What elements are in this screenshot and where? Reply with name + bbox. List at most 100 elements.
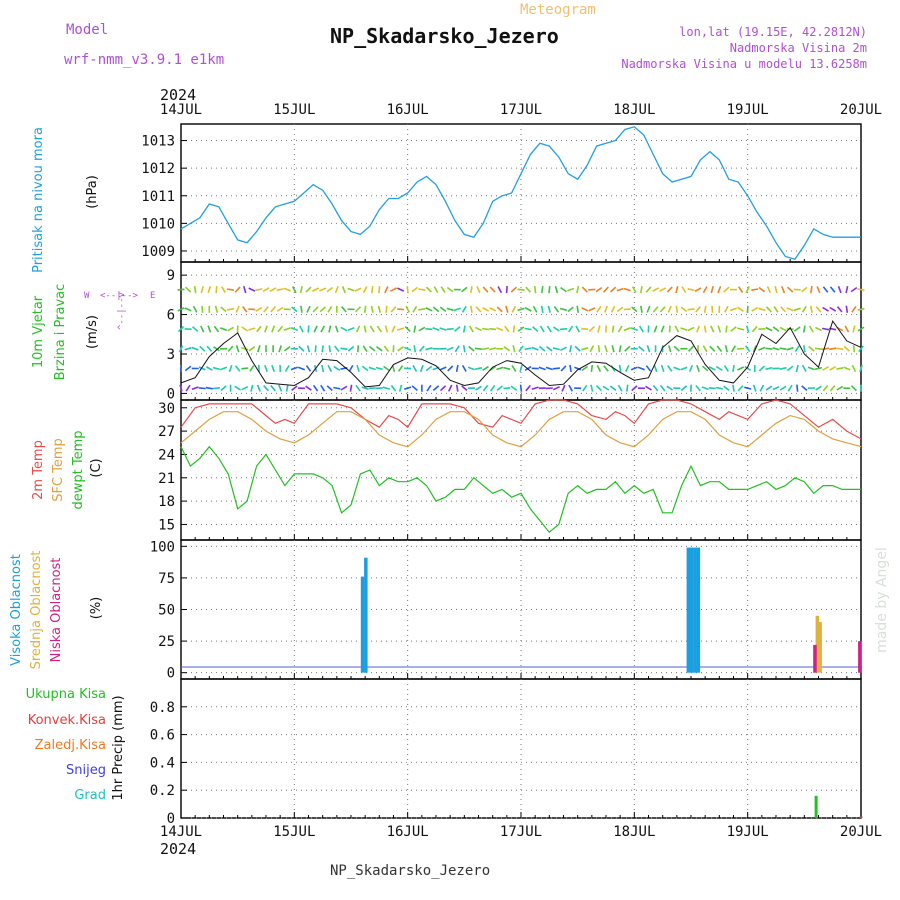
wind-arrow bbox=[766, 286, 772, 294]
wind-arrow bbox=[191, 326, 199, 332]
wind-arrow bbox=[300, 305, 303, 313]
compass-vertical: ^--|--v bbox=[117, 292, 127, 330]
y-tick-label: 50 bbox=[158, 603, 175, 619]
wind-arrow bbox=[567, 287, 575, 292]
wind-arrow bbox=[355, 306, 362, 313]
cloud-label-mid: Srednja Oblacnost bbox=[29, 551, 44, 670]
precip-unit: 1hr Precip (mm) bbox=[111, 695, 126, 800]
wind-arrow bbox=[851, 364, 857, 372]
wind-arrow bbox=[588, 307, 596, 312]
wind-arrow bbox=[560, 365, 567, 372]
wind-arrow bbox=[765, 306, 772, 313]
wind-arrow bbox=[626, 384, 629, 392]
wind-arrow bbox=[504, 325, 510, 333]
wind-arrow bbox=[808, 325, 814, 333]
wind-arrow bbox=[801, 385, 808, 392]
compass-east: E bbox=[150, 291, 155, 301]
wind-arrow bbox=[687, 288, 695, 292]
wind-arrow bbox=[212, 366, 220, 371]
wind-arrow bbox=[779, 326, 787, 332]
wind-arrow bbox=[772, 346, 780, 351]
wind-arrow bbox=[177, 288, 185, 291]
wind-arrow bbox=[779, 385, 787, 391]
wind-arrow bbox=[590, 364, 594, 373]
wind-arrow bbox=[843, 366, 851, 371]
temp-2m-line bbox=[180, 399, 862, 440]
wind-arrow bbox=[462, 325, 466, 333]
wind-arrow bbox=[850, 385, 857, 392]
wind-arrow bbox=[198, 387, 206, 390]
wind-arrow bbox=[432, 385, 440, 392]
wind-arrow bbox=[347, 345, 355, 352]
wind-arrow bbox=[503, 366, 511, 371]
wind-arrow bbox=[334, 325, 339, 333]
wind-arrow bbox=[198, 366, 206, 371]
wind-arrow bbox=[347, 287, 355, 292]
wind-arrow bbox=[821, 347, 830, 351]
wind-arrow bbox=[576, 286, 580, 294]
wind-arrow bbox=[814, 366, 823, 370]
wind-arrow bbox=[552, 347, 560, 351]
wind-arrow bbox=[248, 346, 256, 352]
wind-arrow bbox=[248, 287, 256, 292]
cloud-bar bbox=[858, 641, 862, 673]
wind-arrow bbox=[539, 325, 545, 333]
y-tick-label: 100 bbox=[150, 539, 175, 555]
wind-arrow bbox=[328, 325, 332, 333]
wind-arrow bbox=[411, 286, 418, 293]
wind-arrow bbox=[659, 384, 666, 392]
wind-arrow bbox=[199, 345, 206, 352]
wind-arrow bbox=[256, 325, 262, 333]
wind-arrow bbox=[505, 305, 509, 313]
wind-arrow bbox=[363, 325, 367, 333]
wind-arrow bbox=[426, 384, 432, 392]
wind-arrow bbox=[454, 326, 461, 332]
wind-arrow bbox=[787, 384, 793, 392]
wind-arrow bbox=[744, 365, 752, 372]
wind-arrow bbox=[334, 345, 340, 352]
temp-label-2m: 2m Temp bbox=[31, 440, 46, 500]
wind-arrow bbox=[808, 345, 815, 352]
wind-arrow bbox=[745, 325, 750, 333]
wind-arrow bbox=[696, 364, 700, 373]
wind-arrow bbox=[517, 326, 525, 332]
precip-bars bbox=[814, 795, 863, 818]
wind-arrow bbox=[829, 286, 836, 293]
wind-arrow bbox=[617, 325, 623, 333]
bottom-day-label: 20JUL bbox=[840, 824, 882, 840]
wind-arrow bbox=[779, 366, 787, 370]
wind-arrow bbox=[559, 307, 568, 311]
wind-arrow bbox=[703, 325, 707, 333]
wind-arrow bbox=[207, 286, 212, 294]
wind-arrows bbox=[177, 285, 865, 392]
wind-arrow bbox=[540, 305, 544, 313]
wind-arrow bbox=[321, 364, 325, 373]
wind-arrow bbox=[207, 325, 212, 333]
wind-arrow bbox=[708, 387, 716, 390]
wind-arrow bbox=[752, 384, 757, 392]
wind-arrow bbox=[609, 385, 617, 391]
wind-arrow bbox=[631, 306, 638, 313]
wind-arrow bbox=[858, 345, 864, 352]
wind-arrow bbox=[765, 366, 773, 371]
wind-arrow bbox=[333, 365, 341, 371]
wind-arrow bbox=[609, 286, 617, 293]
wind-arrow bbox=[284, 365, 290, 372]
wind-arrow bbox=[397, 346, 404, 352]
wind-arrow bbox=[716, 345, 723, 352]
wind-arrow bbox=[708, 366, 716, 371]
wind-arrow bbox=[531, 386, 539, 391]
wind-arrow bbox=[680, 306, 688, 313]
top-day-label: 16JUL bbox=[387, 102, 429, 118]
wind-arrow bbox=[446, 328, 454, 331]
wind-arrow bbox=[597, 325, 601, 333]
wind-arrow bbox=[859, 364, 863, 373]
cloud-bar bbox=[818, 622, 822, 673]
wind-arrow bbox=[184, 365, 192, 372]
wind-arrow bbox=[667, 365, 673, 372]
wind-arrow bbox=[461, 365, 467, 372]
wind-arrow bbox=[383, 365, 390, 372]
wind-arrow bbox=[845, 286, 849, 294]
wind-arrow bbox=[418, 345, 425, 352]
y-tick-label: 24 bbox=[158, 447, 175, 463]
